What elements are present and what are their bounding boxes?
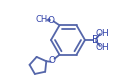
Text: B: B: [92, 35, 98, 45]
Text: O: O: [48, 16, 55, 25]
Text: CH₃: CH₃: [36, 15, 51, 24]
Text: O: O: [49, 56, 56, 65]
Text: OH: OH: [95, 42, 109, 52]
Text: OH: OH: [95, 28, 109, 37]
